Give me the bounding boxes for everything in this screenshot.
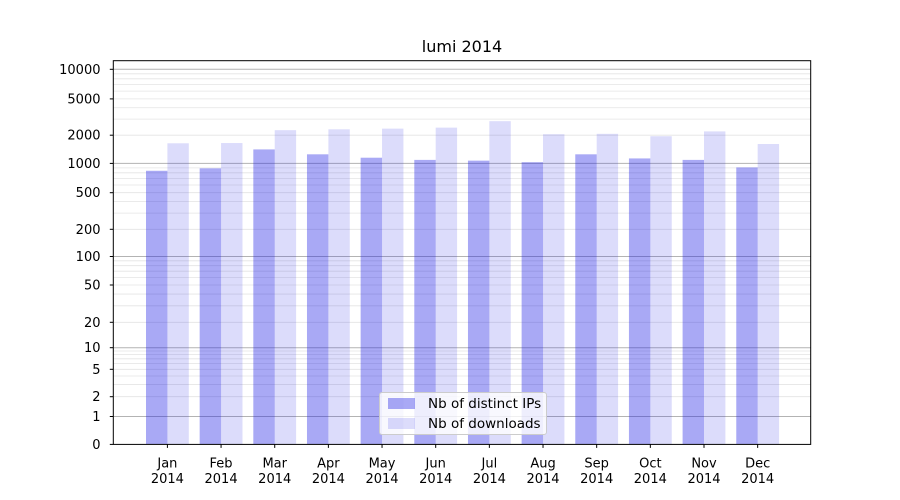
y-tick-label: 10000: [59, 63, 100, 78]
y-tick-label: 2000: [67, 129, 100, 144]
bar-distinct-ips: [521, 162, 544, 445]
bar-distinct-ips: [736, 167, 758, 445]
bar-distinct-ips: [628, 158, 651, 445]
legend-item-distinct-ips: Nb of distinct IPs: [388, 395, 542, 412]
y-tick-label: 200: [76, 223, 101, 238]
x-tick-label-month: Jun: [425, 457, 446, 472]
bar-downloads: [274, 130, 297, 445]
legend: Nb of distinct IPs Nb of downloads: [379, 392, 547, 435]
y-tick-label: 10: [84, 341, 101, 356]
x-tick-label-month: Jan: [156, 457, 177, 472]
x-tick-label-year: 2014: [258, 472, 291, 487]
x-tick-label-year: 2014: [634, 472, 667, 487]
bar-downloads: [328, 129, 350, 445]
x-tick-label-year: 2014: [526, 472, 559, 487]
x-tick-label-year: 2014: [312, 472, 345, 487]
y-tick-label: 5: [92, 363, 100, 378]
x-tick-label-month: Sep: [584, 457, 609, 472]
x-tick-label-year: 2014: [473, 472, 506, 487]
x-tick-label-year: 2014: [419, 472, 452, 487]
bar-distinct-ips: [199, 168, 222, 445]
x-tick-label-year: 2014: [365, 472, 398, 487]
legend-label-downloads: Nb of downloads: [428, 415, 541, 432]
x-tick-label-year: 2014: [151, 472, 184, 487]
bar-downloads: [435, 127, 458, 445]
bar-downloads: [221, 143, 243, 445]
legend-swatch-distinct-ips: [388, 398, 415, 409]
y-tick-label: 50: [84, 279, 101, 294]
y-tick-label: 2: [92, 390, 100, 405]
y-tick-label: 100: [76, 250, 101, 265]
x-tick-label-month: Feb: [210, 457, 233, 472]
bar-distinct-ips: [306, 154, 329, 445]
x-tick-label-year: 2014: [580, 472, 613, 487]
bar-distinct-ips: [253, 149, 275, 445]
x-tick-label-month: Nov: [691, 457, 717, 472]
axis-frame: [112, 60, 812, 445]
bar-distinct-ips: [467, 160, 490, 445]
x-tick-label-month: Aug: [530, 457, 555, 472]
bar-downloads: [596, 133, 619, 445]
bar-downloads: [167, 143, 189, 445]
y-tick-label: 20: [84, 316, 101, 331]
bar-distinct-ips: [414, 159, 436, 445]
bar-downloads: [704, 131, 726, 445]
bar-distinct-ips: [146, 170, 168, 445]
x-tick-label-month: Apr: [317, 457, 340, 472]
chart-title: lumi 2014: [421, 37, 503, 56]
x-tick-label-month: Jul: [481, 457, 498, 472]
y-tick-label: 5000: [67, 92, 100, 107]
y-tick-label: 0: [92, 438, 100, 453]
x-tick-label-year: 2014: [205, 472, 238, 487]
x-tick-label-month: Oct: [639, 457, 661, 472]
bar-distinct-ips: [682, 159, 704, 445]
x-tick-label-month: May: [369, 457, 396, 472]
x-tick-label-month: Mar: [262, 457, 287, 472]
x-tick-label-year: 2014: [741, 472, 774, 487]
x-tick-label-month: Dec: [745, 457, 770, 472]
bar-downloads: [543, 134, 565, 445]
y-tick-label: 1000: [67, 157, 100, 172]
legend-label-distinct-ips: Nb of distinct IPs: [428, 395, 542, 412]
y-tick-label: 1: [92, 410, 100, 425]
legend-swatch-downloads: [388, 418, 415, 429]
bar-downloads: [650, 136, 672, 445]
legend-item-downloads: Nb of downloads: [388, 415, 541, 432]
y-tick-label: 500: [76, 186, 101, 201]
x-tick-label-year: 2014: [687, 472, 720, 487]
bar-distinct-ips: [575, 154, 597, 445]
bar-downloads: [489, 121, 511, 445]
bar-downloads: [757, 144, 780, 445]
bar-distinct-ips: [360, 157, 383, 445]
bar-downloads: [382, 128, 404, 445]
